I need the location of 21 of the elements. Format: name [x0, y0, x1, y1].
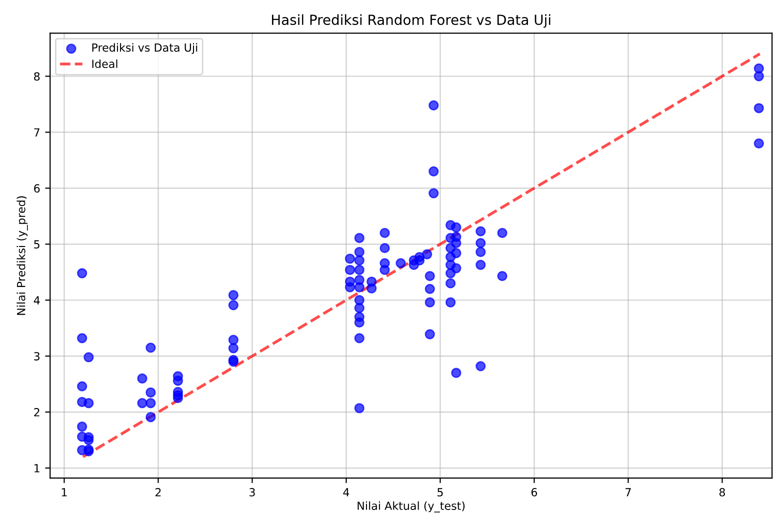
x-tick-label: 1 [62, 488, 67, 496]
y-tick-label: 1 [34, 464, 40, 472]
legend-label: Ideal [92, 59, 118, 68]
y-tick-label: 3 [34, 352, 40, 360]
x-tick-label: 2 [155, 488, 161, 496]
x-axis-title: Nilai Aktual (y_test) [358, 501, 465, 512]
x-tick-label: 8 [719, 488, 725, 496]
x-tick-label: 5 [438, 488, 443, 496]
x-tick-label: 7 [626, 488, 631, 496]
y-tick-label: 4 [34, 296, 40, 304]
x-tick-label: 3 [250, 488, 255, 496]
y-tick-label: 5 [34, 240, 40, 249]
x-tick-label: 4 [343, 488, 350, 496]
y-tick-label: 6 [34, 184, 40, 193]
y-axis-title: Nilai Prediksi (y_pred) [16, 196, 28, 315]
y-tick-label: 8 [34, 72, 40, 81]
chart-title: Hasil Prediksi Random Forest vs Data Uji [272, 14, 550, 28]
y-tick-label: 7 [34, 128, 40, 136]
y-tick-label: 2 [34, 408, 40, 416]
legend-label: Prediksi vs Data Uji [92, 43, 198, 54]
x-tick-label: 6 [531, 488, 538, 496]
